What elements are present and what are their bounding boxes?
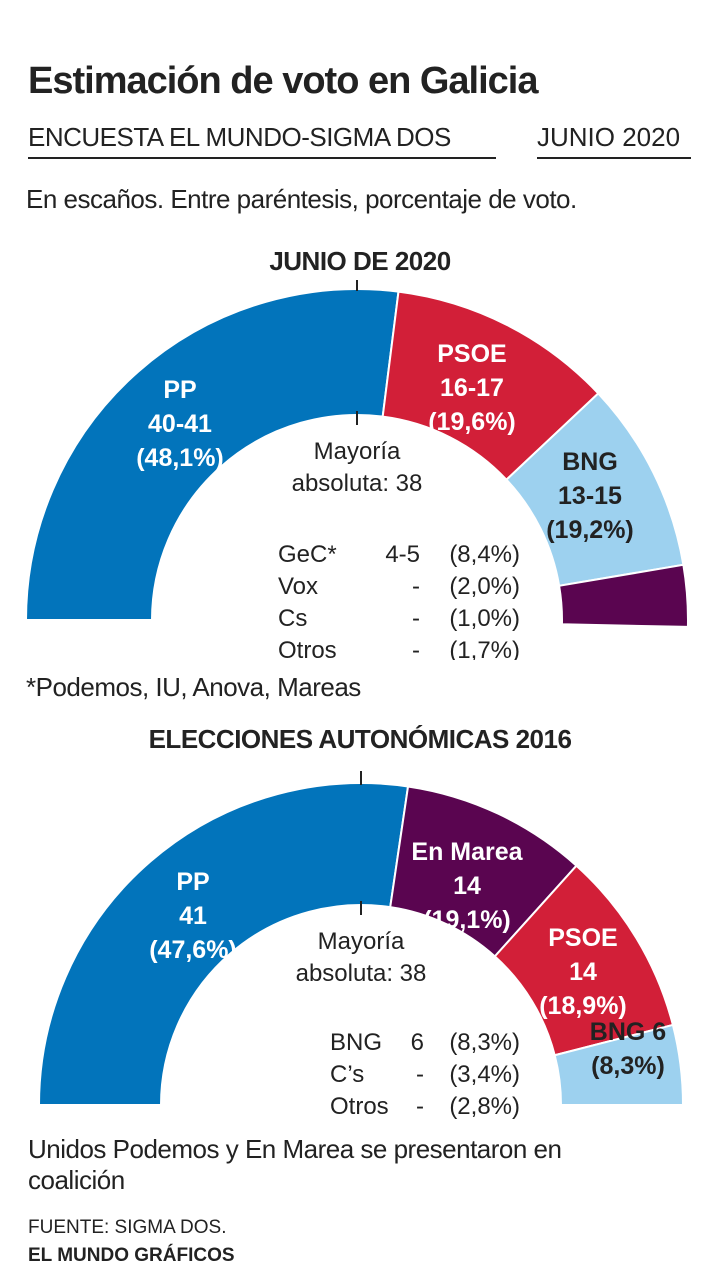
slice-pp [24, 288, 400, 621]
legend-pct: (2,8%) [449, 1093, 520, 1120]
legend-party: Vox [278, 573, 318, 600]
brand: EL MUNDO GRÁFICOS [28, 1245, 235, 1266]
slice-label: (19,1%) [423, 906, 511, 934]
slice-label: PSOE [437, 340, 506, 368]
majority-label: Mayoría [314, 438, 401, 465]
slice-label: PSOE [548, 924, 617, 952]
legend-pct: (1,0%) [449, 605, 520, 632]
legend-seats: 4-5 [385, 541, 420, 568]
chart1-title: JUNIO DE 2020 [269, 246, 451, 276]
slice-label: (19,6%) [428, 408, 516, 436]
slice-label: BNG 6 [590, 1018, 666, 1046]
legend-party: C’s [330, 1061, 364, 1088]
legend-party: GeC* [278, 541, 337, 568]
legend-seats: - [412, 637, 420, 660]
legend-party: Otros [278, 637, 337, 660]
slice-label: 40-41 [148, 410, 212, 438]
chart-subtitle: ENCUESTA EL MUNDO-SIGMA DOS [28, 122, 496, 159]
slice-label: (48,1%) [136, 444, 224, 472]
legend-seats: - [416, 1093, 424, 1120]
slice-label: (18,9%) [539, 992, 627, 1020]
legend-pct: (8,3%) [449, 1029, 520, 1056]
slice-label: PP [176, 868, 209, 896]
legend-pct: (2,0%) [449, 573, 520, 600]
slice-bng [553, 1023, 685, 1106]
chart2-title: ELECCIONES AUTONÓMICAS 2016 [148, 724, 572, 754]
chart2-hemicycle: PP 41 (47,6%) En Marea 14 (19,1%) PSOE 14 (18,9%… [37, 771, 685, 1120]
majority-label: absoluta: 38 [292, 470, 423, 497]
legend-party: Cs [278, 605, 307, 632]
source: FUENTE: SIGMA DOS. [28, 1217, 227, 1238]
legend-seats: - [412, 573, 420, 600]
majority-label: absoluta: 38 [296, 960, 427, 987]
slice-label: BNG [562, 448, 618, 476]
slice-label: (47,6%) [149, 936, 237, 964]
slice-label: En Marea [411, 838, 523, 866]
slice-label: (19,2%) [546, 516, 634, 544]
legend-seats: 6 [411, 1029, 424, 1056]
legend-party: BNG [330, 1029, 382, 1056]
legend-pct: (3,4%) [449, 1061, 520, 1088]
chart-title: Estimación de voto en Galicia [28, 60, 538, 102]
slice-label: 14 [569, 958, 597, 986]
legend-seats: - [412, 605, 420, 632]
chart1-footnote: *Podemos, IU, Anova, Mareas [26, 672, 361, 702]
slice-label: 41 [179, 902, 207, 930]
slice-label: 16-17 [440, 374, 504, 402]
legend-party: Otros [330, 1093, 389, 1120]
slice-label: PP [163, 376, 196, 404]
majority-label: Mayoría [318, 928, 405, 955]
chart-description: En escaños. Entre paréntesis, porcentaje… [26, 184, 577, 214]
slice-gec [557, 563, 689, 628]
slice-label: 14 [453, 872, 481, 900]
chart2-footnote: Unidos Podemos y En Marea se presentaron… [28, 1134, 562, 1195]
chart-date: JUNIO 2020 [537, 122, 691, 159]
slice-pp [37, 782, 410, 1106]
chart1-hemicycle: PP 40-41 (48,1%) PSOE 16-17 (19,6%) BNG 13-15 (1… [24, 280, 689, 660]
slice-label: 13-15 [558, 482, 622, 510]
legend-pct: (8,4%) [449, 541, 520, 568]
legend-pct: (1,7%) [449, 637, 520, 660]
slice-label: (8,3%) [591, 1052, 665, 1080]
legend-seats: - [416, 1061, 424, 1088]
